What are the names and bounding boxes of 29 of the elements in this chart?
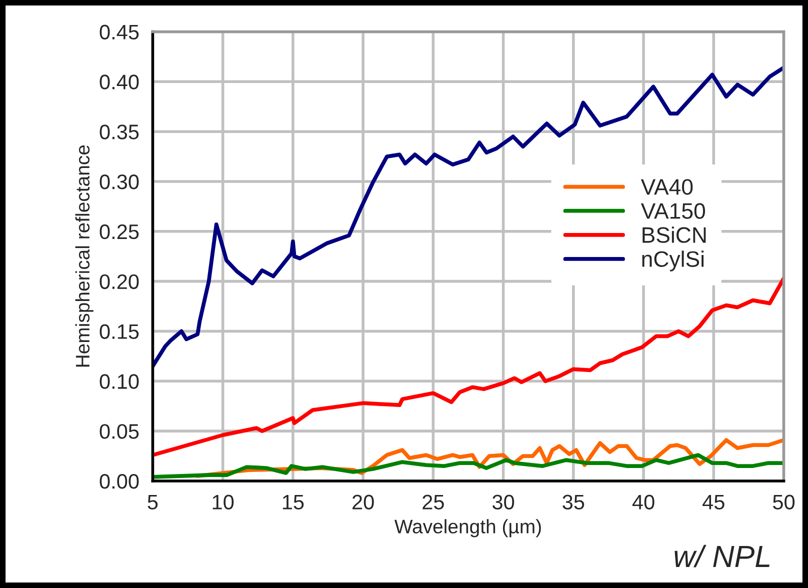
x-tick-label: 20 xyxy=(352,494,374,510)
x-tick-label: 45 xyxy=(702,494,724,510)
y-tick-label: 0.15 xyxy=(100,324,139,339)
x-tick-label: 10 xyxy=(212,494,234,510)
legend-label: VA40 xyxy=(640,179,693,195)
y-tick-label: 0.25 xyxy=(100,224,139,240)
y-tick-label: 0.00 xyxy=(100,474,139,489)
y-tick-label: 0.10 xyxy=(100,374,139,389)
y-tick-label: 0.20 xyxy=(100,274,139,290)
x-tick-label: 35 xyxy=(562,494,584,510)
legend-label: BSiCN xyxy=(642,226,706,243)
x-tick-label: 25 xyxy=(422,494,444,510)
x-axis-title: Wavelength (µm) xyxy=(394,519,541,538)
y-tick-label: 0.45 xyxy=(100,24,139,40)
y-tick-label: 0.35 xyxy=(100,124,139,140)
legend-label: nCylSi xyxy=(642,250,704,272)
line-series xyxy=(152,276,784,457)
legend-label: VA150 xyxy=(640,203,706,219)
y-tick-label: 0.40 xyxy=(100,74,139,90)
x-tick-label: 50 xyxy=(773,494,795,510)
text: w/ NPL xyxy=(674,544,770,568)
x-tick-label: 5 xyxy=(148,494,158,510)
line-series xyxy=(152,66,784,368)
y-tick-label: 0.30 xyxy=(100,174,139,190)
x-tick-label: 30 xyxy=(492,494,514,510)
y-axis-title: Hemispherical reflectance xyxy=(75,145,94,367)
y-tick-label: 0.05 xyxy=(100,424,139,439)
x-tick-label: 40 xyxy=(632,494,654,510)
x-tick-label: 15 xyxy=(282,494,304,510)
